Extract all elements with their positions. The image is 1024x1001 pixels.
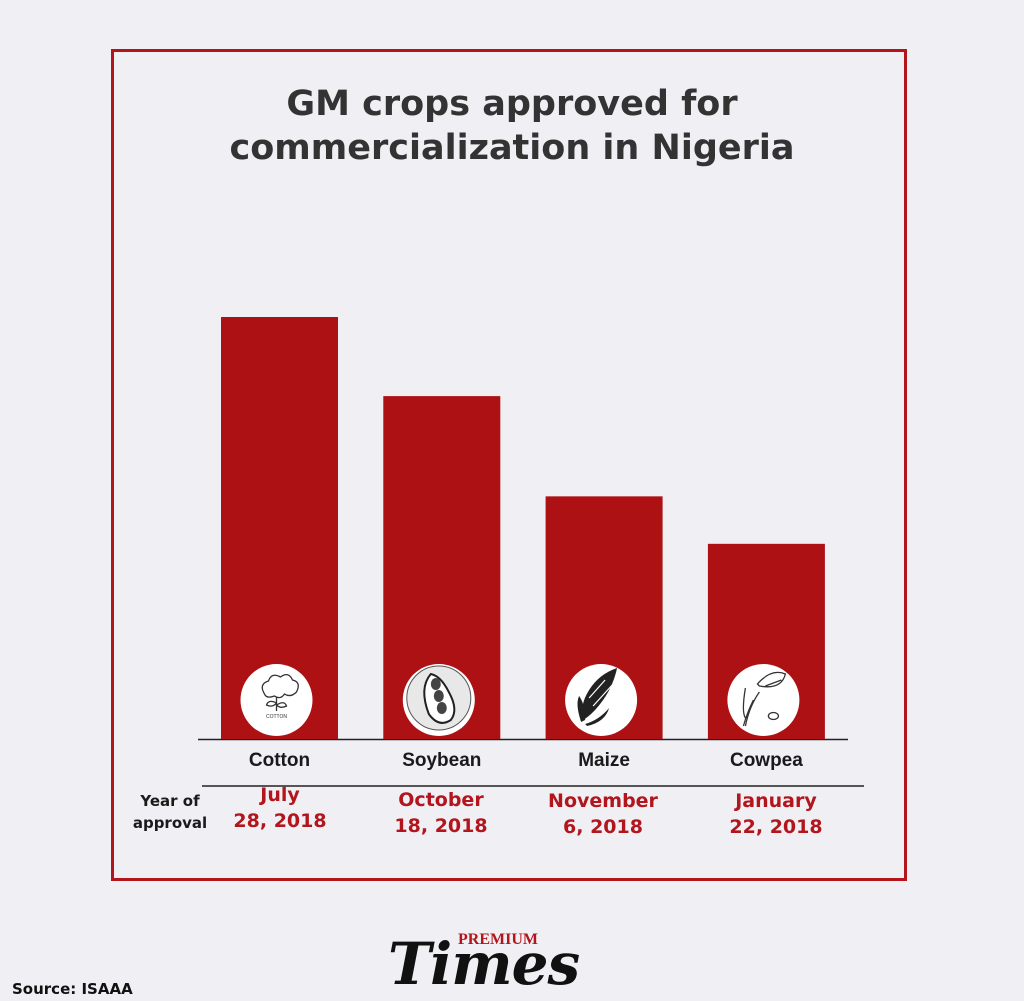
logo-times-text: Times: [388, 930, 580, 998]
cowpea-seed-shape: [767, 711, 780, 721]
source-note: Source: ISAAA: [12, 980, 133, 998]
chart-title: GM crops approved for commercialization …: [112, 82, 912, 170]
logo-premium-text: PREMIUM: [458, 931, 538, 948]
title-line-1: GM crops approved for: [286, 84, 738, 124]
approval-date: October 18, 2018: [366, 787, 516, 839]
approval-date-line: October: [398, 789, 484, 811]
cowpea-icon: [727, 664, 800, 736]
cotton-icon: COTTON: [240, 664, 313, 736]
approval-date-line: 18, 2018: [394, 815, 488, 837]
icon-caption: COTTON: [266, 714, 287, 720]
category-label: Soybean: [402, 750, 481, 771]
maize-kernel-lines: [588, 679, 618, 713]
approval-date-line: 6, 2018: [563, 816, 643, 838]
year-of-approval-label: Year of approval: [128, 790, 212, 834]
approval-date-line: January: [735, 790, 817, 812]
cotton-boll-shape: [261, 673, 299, 699]
approval-date-line: 22, 2018: [729, 816, 823, 838]
soybean-seed-shape: [433, 690, 444, 702]
approval-date-line: November: [548, 790, 658, 812]
row-label-line-1: Year of: [140, 792, 200, 810]
approval-date: November 6, 2018: [528, 788, 678, 840]
approval-date-line: July: [260, 784, 300, 806]
cotton-stem-shape: [265, 697, 288, 711]
title-line-2: commercialization in Nigeria: [229, 128, 795, 168]
maize-icon: [565, 664, 638, 736]
category-label: Cowpea: [730, 750, 803, 771]
row-label-line-2: approval: [132, 814, 208, 832]
approval-date: July 28, 2018: [205, 782, 355, 834]
approval-date-line: 28, 2018: [233, 810, 327, 832]
approval-date: January 22, 2018: [701, 788, 851, 840]
soybean-seed-shape: [436, 702, 447, 714]
soybean-icon: [402, 664, 475, 736]
category-label: Cotton: [249, 750, 310, 771]
icon-circle: [727, 664, 800, 736]
maize-cob-shape: [581, 668, 618, 720]
cowpea-leaf-shape: [756, 671, 787, 688]
category-label: Maize: [578, 750, 630, 771]
soybean-seed-shape: [430, 678, 441, 690]
chart-frame: [111, 49, 907, 881]
cowpea-pod-shape: [742, 687, 760, 727]
premium-times-logo: Times PREMIUM: [388, 930, 588, 998]
maize-husk-shape: [577, 696, 610, 726]
